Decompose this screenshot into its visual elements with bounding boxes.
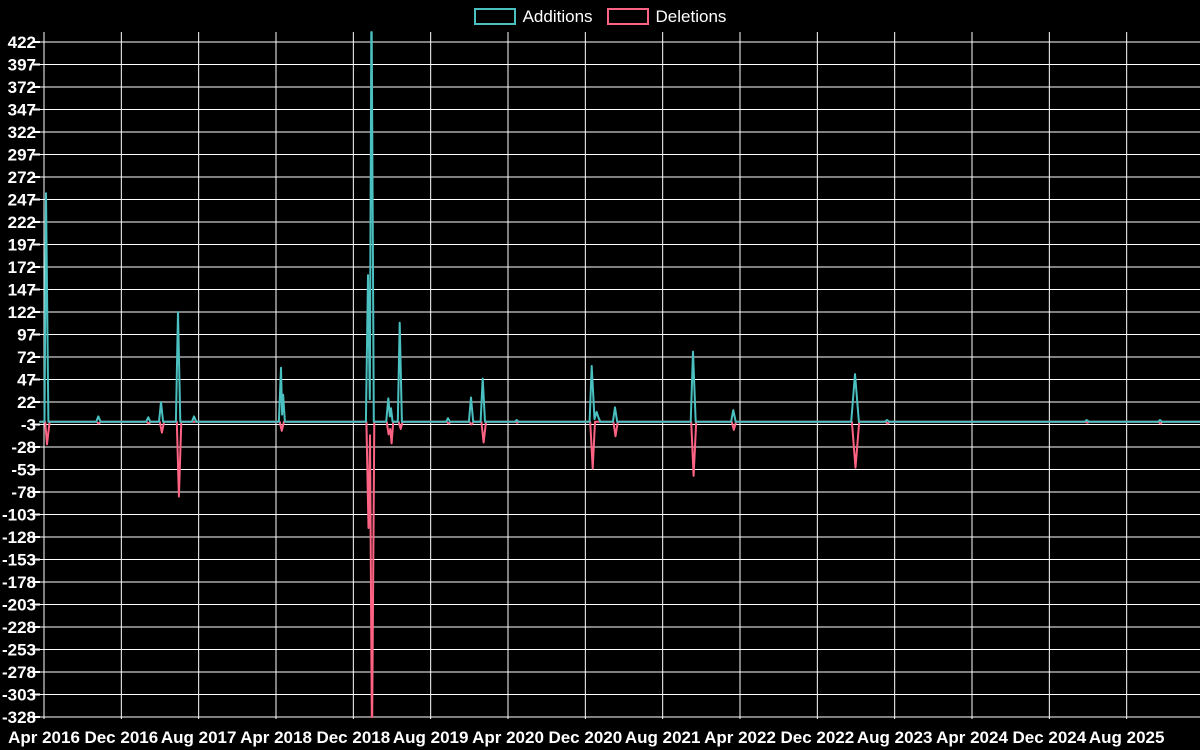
legend-item-deletions[interactable]: Deletions [606,7,727,26]
y-tick-label: -28 [11,438,36,457]
y-tick-label: 22 [17,393,36,412]
x-tick-label: Dec 2022 [780,728,854,747]
y-tick-label: 322 [8,123,36,142]
deletions-swatch-icon [606,8,649,25]
x-tick-label: Aug 2021 [625,728,701,747]
y-tick-label: 247 [8,191,36,210]
x-tick-label: Dec 2016 [84,728,158,747]
x-tick-label: Aug 2019 [393,728,469,747]
y-tick-label: -103 [2,506,36,525]
x-tick-label: Dec 2018 [316,728,390,747]
y-tick-label: 197 [8,236,36,255]
y-tick-label: -53 [11,461,36,480]
y-tick-label: 422 [8,33,36,52]
deletions-line[interactable] [39,420,1200,718]
y-tick-label: -328 [2,708,36,727]
x-tick-label: Aug 2023 [857,728,933,747]
x-tick-label: Dec 2020 [548,728,622,747]
y-tick-label: 97 [17,326,36,345]
y-tick-label: 272 [8,168,36,187]
legend-label-additions: Additions [522,7,593,26]
legend-label-deletions: Deletions [655,7,727,26]
y-tick-label: -228 [2,618,36,637]
x-tick-label: Apr 2022 [704,728,776,747]
y-tick-label: 222 [8,213,36,232]
y-tick-label: 47 [17,371,36,390]
y-tick-label: 72 [17,348,36,367]
y-tick-label: 172 [8,258,36,277]
y-tick-label: 122 [8,303,36,322]
y-tick-label: -203 [2,596,36,615]
x-tick-label: Dec 2024 [1012,728,1086,747]
x-tick-label: Apr 2018 [240,728,312,747]
y-tick-label: -278 [2,663,36,682]
y-tick-label: 297 [8,146,36,165]
y-tick-label: -78 [11,483,36,502]
y-tick-label: -128 [2,528,36,547]
y-tick-label: 347 [8,101,36,120]
y-tick-label: 147 [8,281,36,300]
y-tick-label: -3 [21,416,36,435]
x-tick-label: Aug 2025 [1089,728,1165,747]
legend-item-additions[interactable]: Additions [473,7,593,26]
x-tick-label: Aug 2017 [161,728,237,747]
y-tick-label: -178 [2,573,36,592]
y-tick-label: 372 [8,78,36,97]
additions-line[interactable] [39,31,1200,423]
y-tick-label: -153 [2,551,36,570]
y-tick-label: -303 [2,686,36,705]
y-tick-label: 397 [8,56,36,75]
x-tick-label: Apr 2024 [936,728,1008,747]
y-tick-label: -253 [2,641,36,660]
additions-swatch-icon [473,8,516,25]
x-tick-label: Apr 2020 [472,728,544,747]
chart-legend: Additions Deletions [0,8,1200,25]
x-tick-label: Apr 2016 [8,728,80,747]
